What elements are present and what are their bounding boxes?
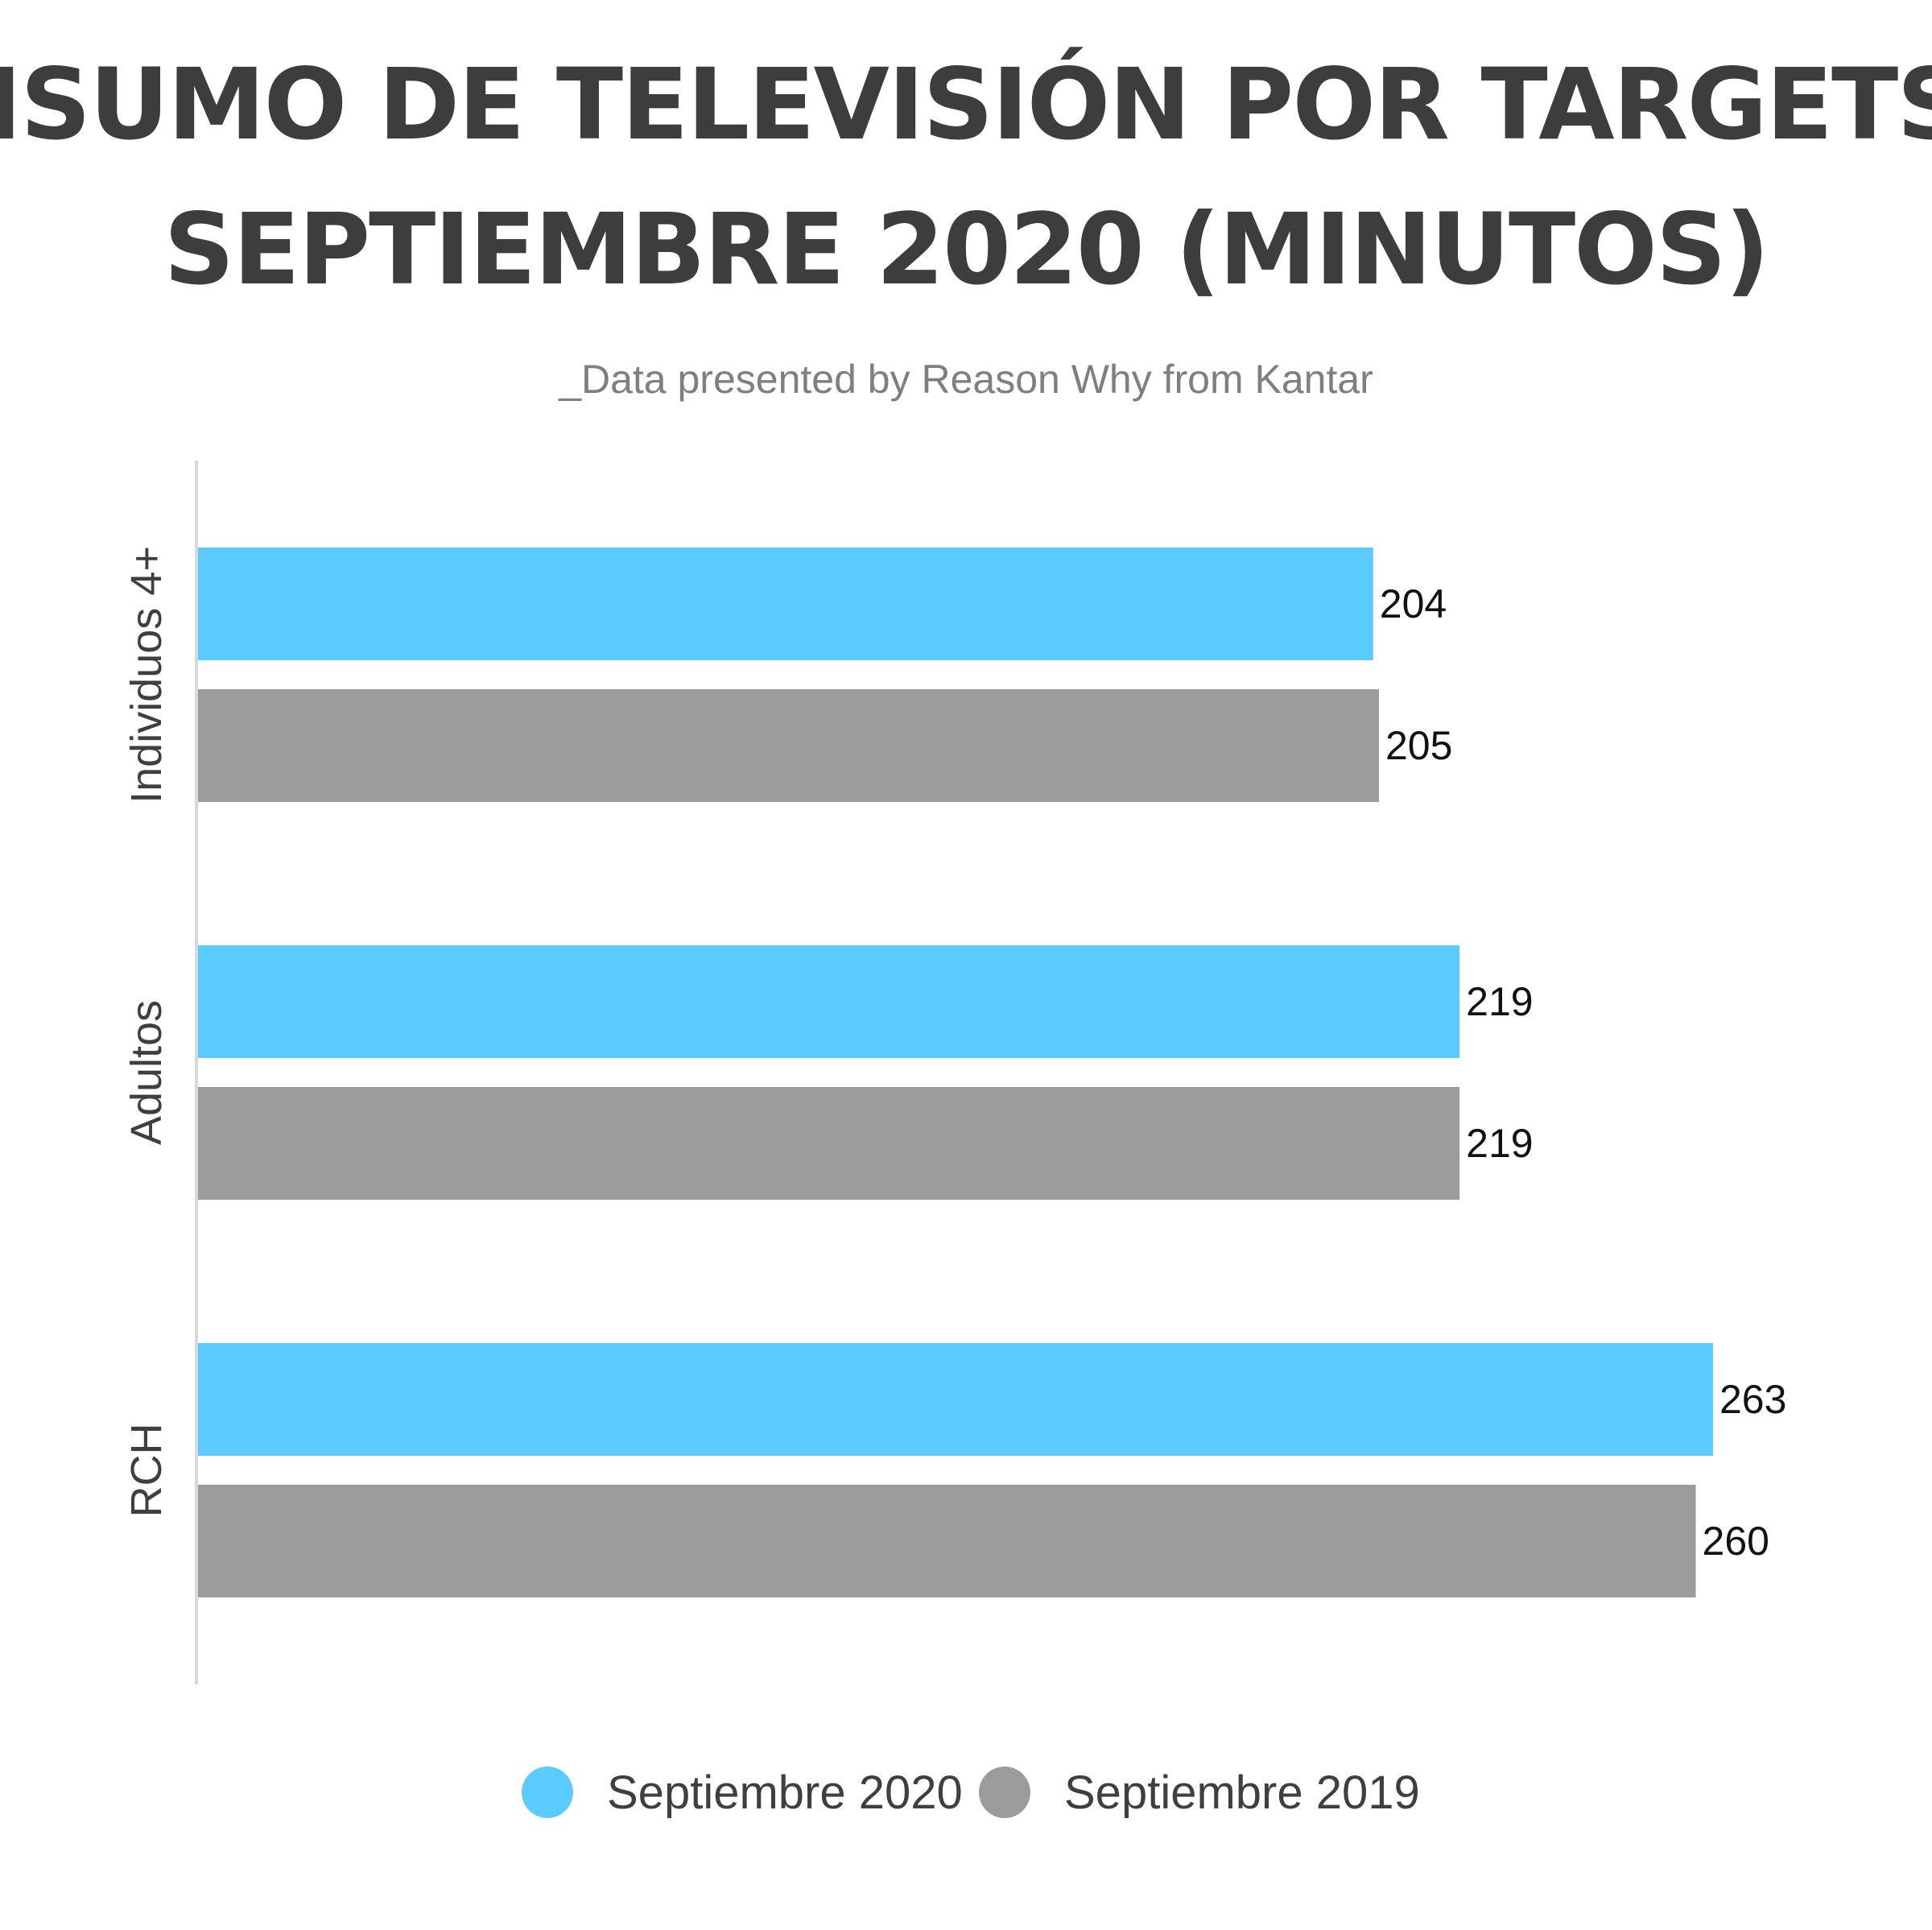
legend-swatch-0: [522, 1767, 573, 1818]
bar-2-0: [198, 1343, 1713, 1456]
bar-1-1: [198, 1087, 1460, 1200]
category-labels-group: Individuos 4+ Adultos RCH: [122, 546, 171, 1517]
value-labels-group: 204 205 219 219 263 260: [1380, 581, 1787, 1564]
category-label-1: Adultos: [122, 1000, 171, 1145]
legend-label-0: Septiembre 2020: [607, 1767, 963, 1819]
value-label-2-0: 263: [1719, 1377, 1786, 1422]
category-label-0: Individuos 4+: [122, 546, 171, 804]
legend-swatch-1: [979, 1767, 1030, 1818]
chart-title-line-2: SEPTIEMBRE 2020 (MINUTOS): [163, 192, 1768, 307]
bar-1-0: [198, 945, 1460, 1058]
chart-subtitle: _Data presented by Reason Why from Kanta…: [558, 357, 1373, 402]
chart-title-line-1: CONSUMO DE TELEVISIÓN POR TARGETS EN: [0, 48, 1932, 162]
bar-0-0: [198, 548, 1373, 660]
value-label-0-1: 205: [1385, 723, 1452, 768]
legend: Septiembre 2020 Septiembre 2019: [522, 1767, 1420, 1819]
value-label-1-1: 219: [1466, 1121, 1533, 1166]
value-label-2-1: 260: [1703, 1519, 1769, 1564]
value-label-0-0: 204: [1380, 581, 1447, 626]
category-label-2: RCH: [122, 1424, 171, 1518]
bar-0-1: [198, 689, 1379, 802]
value-label-1-0: 219: [1466, 979, 1533, 1024]
bar-2-1: [198, 1485, 1696, 1597]
bars-group: [198, 548, 1713, 1597]
legend-label-1: Septiembre 2019: [1064, 1767, 1420, 1819]
